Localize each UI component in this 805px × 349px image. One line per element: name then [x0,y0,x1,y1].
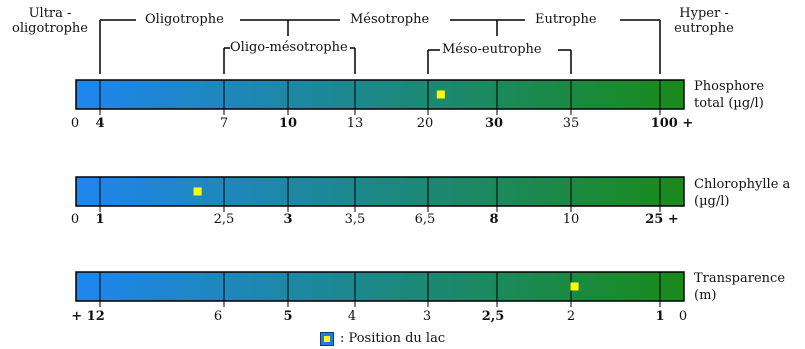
scale-bars [75,79,685,307]
tick-label: 10 [276,116,300,131]
tick-label: + 12 [69,309,107,324]
scale-bar-2 [75,271,685,302]
tick-label: 35 [560,116,582,131]
lake-position-marker-0 [436,90,445,99]
label-meso-eutrophe: Méso-eutrophe [442,42,542,57]
tick-label: 6,5 [412,212,438,227]
scale-bar-1 [75,176,685,207]
label-oligotrophe: Oligotrophe [145,12,224,27]
tick-label: 25 + [643,212,681,227]
scale-label-transparence: Transparence (m) [694,271,786,303]
legend-label: : Position du lac [340,331,446,346]
tick-label: 2,5 [211,212,237,227]
tick-label: 1 [653,309,667,324]
classification-brackets [99,19,661,74]
tick-label: 20 [414,116,436,131]
tick-label: 30 [482,116,506,131]
tick-label: 5 [281,309,295,324]
tick-label: 0 [676,309,690,324]
scale-label-chlorophylle: Chlorophylle a (µg/l) [694,177,791,209]
tick-label: 7 [217,116,231,131]
lake-position-legend-icon [320,332,334,346]
tick-label: 4 [345,309,359,324]
scale-label-phosphore: Phosphore total (µg/l) [694,79,765,111]
label-oligo-mesotrophe: Oligo-mésotrophe [230,40,348,55]
label-hyper-eutrophe: Hyper - eutrophe [674,6,734,36]
label-mesotrophe: Mésotrophe [350,12,430,27]
tick-label: 4 [93,116,107,131]
tick-label: 3,5 [342,212,368,227]
tick-label: 6 [211,309,225,324]
lake-position-marker-1 [193,187,202,196]
tick-label: 2,5 [479,309,507,324]
tick-label: 10 [560,212,582,227]
scale-bar-0 [75,79,685,110]
tick-label: 13 [344,116,366,131]
tick-label: 8 [487,212,501,227]
tick-label: 1 [93,212,107,227]
tick-label: 3 [420,309,434,324]
tick-label: 100 + [648,116,696,131]
label-eutrophe: Eutrophe [535,12,597,27]
tick-label: 0 [68,212,82,227]
lake-position-marker-2 [570,282,579,291]
tick-label: 3 [281,212,295,227]
tick-label: 2 [564,309,578,324]
tick-label: 0 [68,116,82,131]
label-ultra-oligotrophe: Ultra - oligotrophe [12,6,88,36]
